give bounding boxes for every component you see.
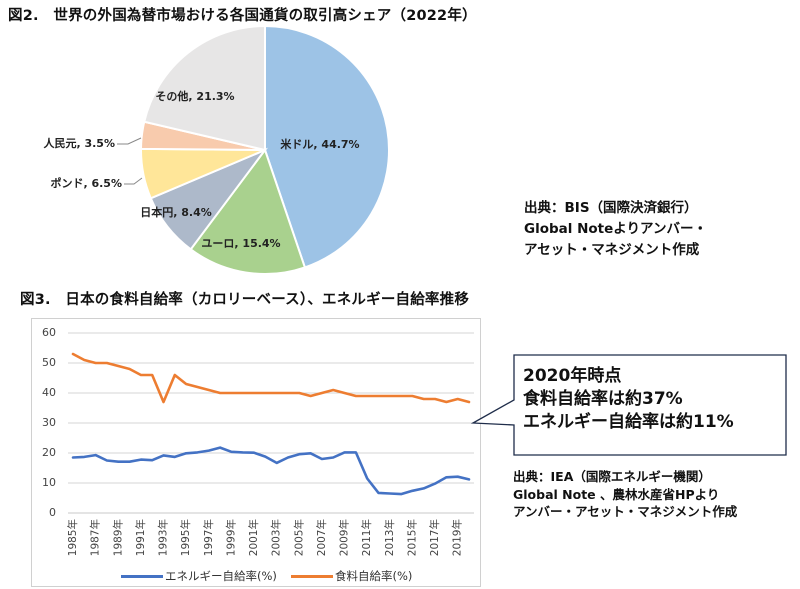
y-tick-label: 20 [42,446,56,459]
callout-line: エネルギー自給率は約11% [523,412,734,432]
x-tick-label: 1999年 [224,519,237,556]
x-tick-label: 2011年 [360,519,373,556]
figure3-title: 図3. 日本の食料自給率（カロリーベース）、エネルギー自給率推移 [20,292,470,308]
figure2-source-line: アセット・マネジメント作成 [524,242,700,258]
x-tick-label: 2003年 [270,519,283,556]
pie-label-5: その他, 21.3% [155,89,234,103]
y-tick-label: 50 [42,356,56,369]
figure3-source-line: 出典：IEA（国際エネルギー機関） [513,469,711,484]
legend-label-energy: エネルギー自給率(%) [165,569,277,583]
x-tick-label: 2007年 [315,519,328,556]
callout-shape [470,354,787,456]
x-tick-label: 1985年 [66,519,79,556]
pie-label-4: 人民元, 3.5% [43,136,115,150]
legend-item-food: 食料自給率(%) [291,568,412,584]
pie-slice-0 [264,24,390,269]
callout-text: 2020年時点 食料自給率は約37% エネルギー自給率は約11% [523,365,734,434]
figure2-title: 図2. 世界の外国為替市場おける各国通貨の取引高シェア（2022年） [8,8,477,24]
y-tick-labels: 0 10 20 30 40 50 60 [42,326,56,519]
x-tick-label: 2019年 [451,519,464,556]
x-tick-label: 1989年 [111,519,124,556]
pie-labels: 米ドル, 44.7% ユーロ, 15.4% 日本円, 8.4% ポンド, 6.5% 人民… [43,89,359,250]
y-tick-label: 30 [42,416,56,429]
x-tick-label: 2005年 [292,519,305,556]
pie-leader-lines [117,137,143,185]
pie-slice-5 [143,24,266,152]
x-tick-label: 2015年 [405,519,418,556]
legend-swatch-food [291,575,333,578]
x-tick-label: 1991年 [134,519,147,556]
pie-label-2: 日本円, 8.4% [140,205,212,219]
legend-label-food: 食料自給率(%) [335,569,413,583]
x-tick-label: 2013年 [383,519,396,556]
figure2-source-line: 出典：BIS（国際決済銀行） [524,200,698,216]
figure2-source: 出典：BIS（国際決済銀行） Global Noteよりアンバー・ アセット・マ… [524,198,707,261]
pie-label-0: 米ドル, 44.7% [279,137,359,151]
figure3-source-line: Global Note 、農林水産省HPより [513,486,720,502]
figure3-source-line: アンバー・アセット・マネジメント作成 [513,504,738,519]
pie-leader-line-3 [124,177,143,185]
callout-line: 食料自給率は約37% [523,389,683,409]
figure3-source: 出典：IEA（国際エネルギー機関） Global Note 、農林水産省HPより… [513,468,737,521]
x-tick-labels: 1985年 1987年 1989年 1991年 1993年 1995年 1997年 1999年… [66,519,464,556]
x-tick-label: 1995年 [179,519,192,556]
y-tick-label: 40 [42,386,56,399]
pie-label-3: ポンド, 6.5% [50,176,122,190]
figure2-source-line: Global Noteよりアンバー・ [524,221,707,237]
y-tick-label: 0 [49,506,56,519]
x-tick-label: 2009年 [338,519,351,556]
pie-slices [139,24,390,275]
x-tick-label: 1993年 [157,519,170,556]
series-lines [71,352,471,496]
legend-item-energy: エネルギー自給率(%) [121,568,277,584]
x-tick-label: 1987年 [89,519,102,556]
grid-lines [68,332,474,514]
y-tick-label: 10 [42,476,56,489]
x-tick-label: 2017年 [428,519,441,556]
line-chart-frame [31,318,481,587]
pie-label-1: ユーロ, 15.4% [201,237,280,250]
y-tick-label: 60 [42,326,56,339]
x-tick-label: 1997年 [202,519,215,556]
pie-chart: 米ドル, 44.7% ユーロ, 15.4% 日本円, 8.4% ポンド, 6.5% 人民… [43,24,390,275]
series-line-food [71,352,471,404]
pie-leader-line-4 [117,137,142,145]
pie-slice-1 [189,147,307,275]
x-tick-label: 2001年 [247,519,260,556]
legend-swatch-energy [121,575,163,578]
series-line-energy [71,446,471,496]
callout-line: 2020年時点 [523,366,622,386]
